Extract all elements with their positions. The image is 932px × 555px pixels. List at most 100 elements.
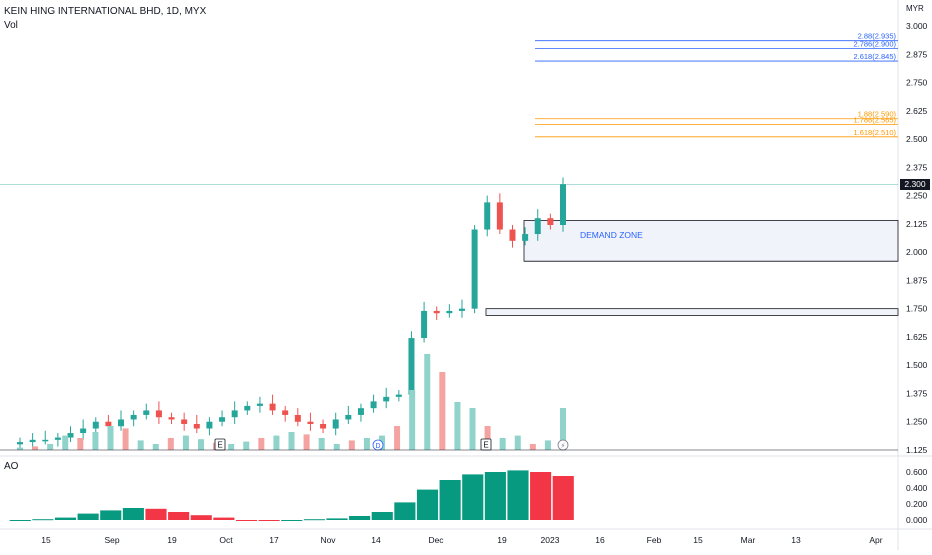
candle-body	[458, 308, 465, 311]
volume-bar	[363, 438, 370, 450]
ao-histogram-bar	[394, 502, 416, 520]
volume-bar	[303, 434, 310, 450]
candle-body	[496, 202, 503, 230]
candle-body	[193, 423, 200, 429]
price-tick-label: 2.625	[906, 106, 928, 116]
candle-body	[421, 310, 428, 339]
lower-zone-box	[485, 308, 899, 316]
volume-bar	[107, 426, 114, 450]
time-tick-label: Nov	[320, 535, 336, 545]
time-tick-label: Apr	[869, 535, 882, 545]
price-tick-label: 1.875	[906, 275, 928, 285]
candle-body	[547, 218, 554, 225]
volume-bar	[424, 354, 431, 450]
candle-body	[105, 421, 112, 427]
dividend-marker-text: D	[375, 443, 380, 450]
candle-body	[471, 229, 478, 309]
volume-bar	[439, 372, 446, 450]
candle-body	[395, 394, 402, 397]
candle-body	[332, 419, 339, 429]
price-tick-label: 1.625	[906, 332, 928, 342]
volume-bar	[228, 444, 235, 450]
time-tick-label: Feb	[647, 535, 662, 545]
ao-histogram-bar	[326, 518, 348, 520]
candle-body	[67, 433, 74, 438]
time-tick-label: 13	[791, 535, 801, 545]
volume-bar	[348, 440, 355, 450]
volume-bar	[137, 440, 144, 450]
ao-histogram-bar	[77, 513, 99, 520]
time-tick-label: 17	[269, 535, 279, 545]
fib-level-label: 2.618(2.845)	[853, 52, 896, 61]
candle-body	[130, 414, 137, 420]
volume-bar	[544, 440, 551, 450]
ao-histogram-bar	[54, 517, 77, 520]
candle-body	[181, 419, 188, 424]
volume-bar	[47, 444, 54, 450]
candle-body	[244, 405, 251, 411]
volume-bar	[258, 438, 265, 450]
price-tick-label: 2.750	[906, 78, 928, 88]
volume-bar	[484, 426, 491, 450]
price-tick-label: 1.500	[906, 360, 928, 370]
candle-body	[231, 410, 238, 418]
fib-level-label: 2.88(2.935)	[858, 32, 897, 41]
volume-bar	[273, 435, 280, 450]
ao-histogram-bar	[281, 520, 303, 521]
candle-body	[17, 442, 23, 445]
earnings-marker-text: E	[217, 441, 222, 450]
candle-body	[269, 403, 276, 411]
ao-label: AO	[4, 461, 19, 472]
volume-bar	[560, 408, 566, 450]
volume-bar	[288, 432, 295, 450]
candle-body	[534, 218, 541, 235]
ao-histogram-bar	[9, 520, 31, 521]
candle-body	[294, 414, 301, 422]
ao-tick-label: 0.000	[906, 515, 928, 525]
ao-histogram-bar	[190, 515, 212, 520]
time-tick-label: 15	[41, 535, 51, 545]
candle-body	[408, 338, 415, 395]
demand-zone-box	[523, 220, 899, 262]
ao-tick-label: 0.400	[906, 483, 928, 493]
ao-histogram-bar	[439, 480, 461, 520]
candle-body	[433, 310, 440, 314]
volume-label: Vol	[4, 20, 18, 31]
ao-histogram-bar	[145, 508, 167, 520]
price-tick-label: 2.000	[906, 247, 928, 257]
volume-bar	[243, 441, 250, 450]
price-tick-label: 2.250	[906, 191, 928, 201]
volume-bar	[152, 444, 159, 450]
ao-histogram-bar	[32, 519, 54, 521]
candle-body	[345, 414, 352, 420]
volume-bar	[469, 408, 476, 450]
candle-body	[282, 410, 289, 415]
candle-body	[219, 417, 226, 422]
candle-body	[155, 410, 162, 418]
volume-bar	[514, 435, 521, 450]
ao-histogram-bar	[484, 472, 506, 520]
symbol-title: KEIN HING INTERNATIONAL BHD, 1D, MYX	[4, 6, 207, 17]
candle-body	[320, 423, 327, 429]
volume-bar	[529, 444, 536, 450]
price-tick-label: 3.000	[906, 21, 928, 31]
candle-body	[118, 419, 125, 427]
volume-bar	[394, 426, 401, 450]
candle-body	[509, 229, 516, 241]
ao-histogram-bar	[349, 516, 371, 520]
candle-body	[383, 396, 390, 402]
candle-body	[143, 410, 150, 415]
ao-histogram-bar	[530, 472, 552, 520]
candle-body	[92, 421, 99, 429]
volume-bar	[182, 435, 189, 450]
candle-body	[446, 310, 453, 314]
ao-histogram-bar	[416, 489, 439, 520]
candle-body	[357, 408, 364, 415]
volume-bar	[333, 444, 340, 450]
split-marker-text: ⚡	[561, 442, 566, 450]
currency-label: MYR	[906, 4, 924, 13]
volume-bar	[32, 446, 39, 450]
demand-zone-label: DEMAND ZONE	[580, 230, 643, 240]
